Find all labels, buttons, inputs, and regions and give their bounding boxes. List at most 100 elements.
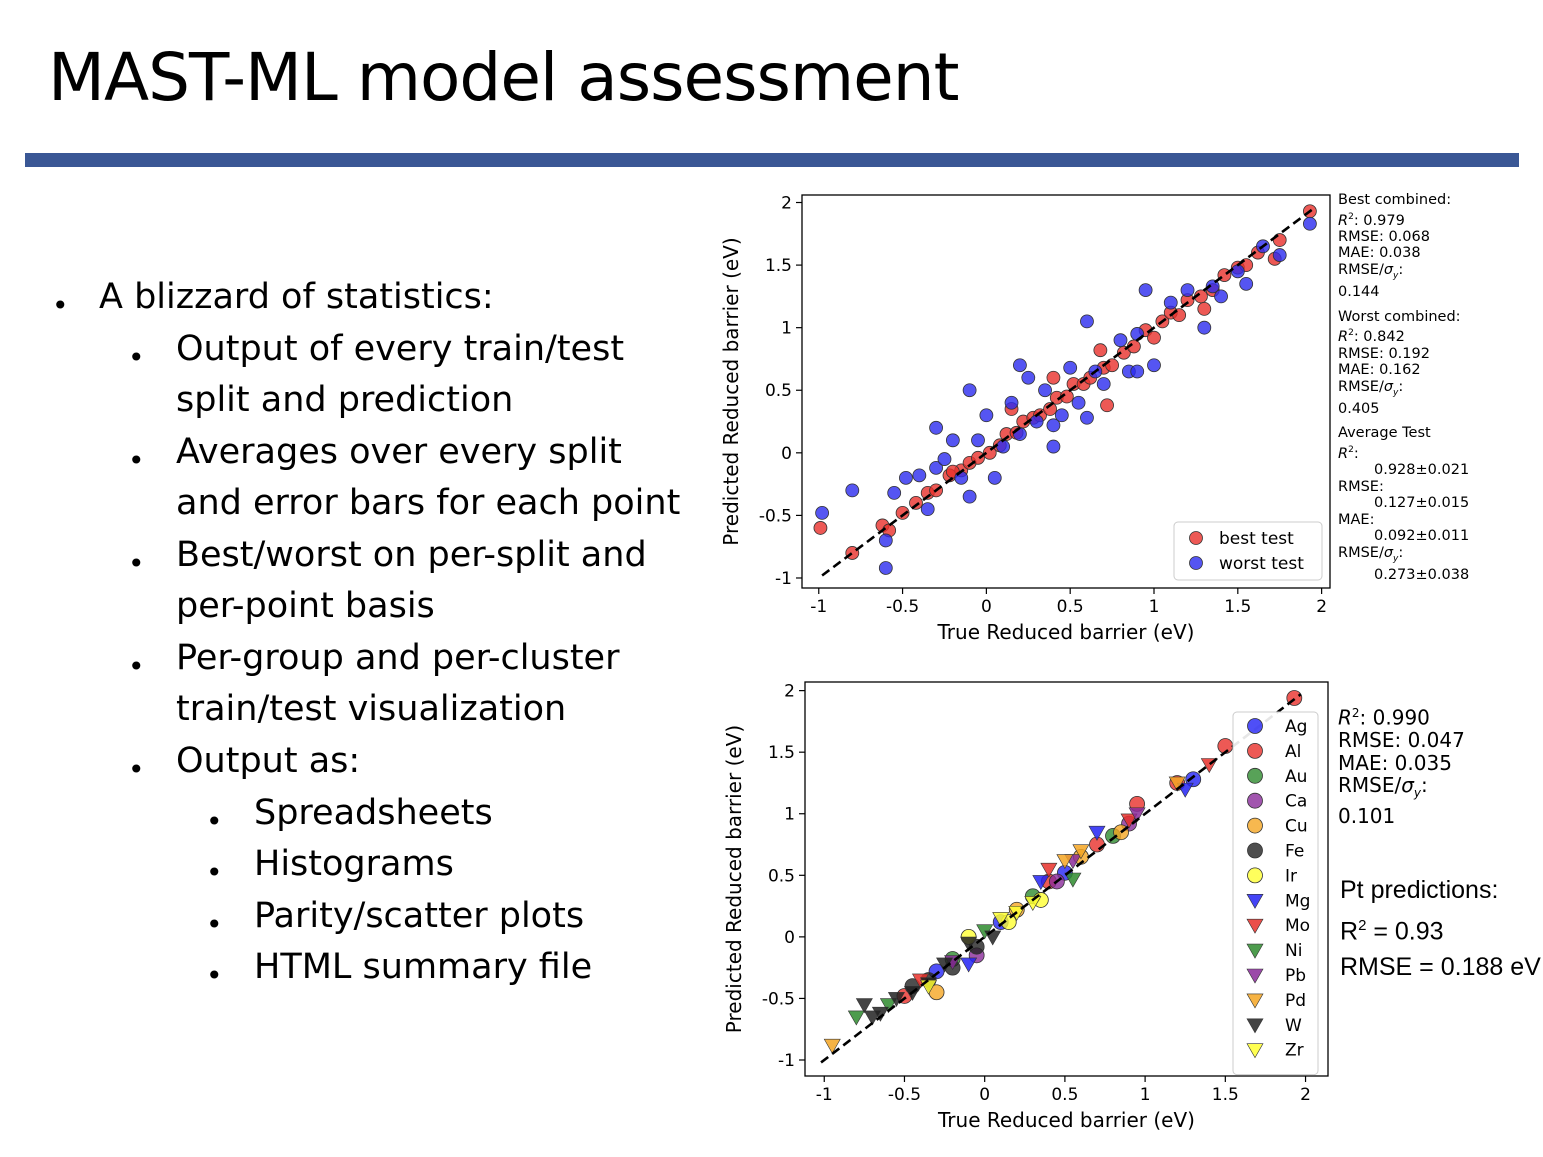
y-tick-label: -0.5 xyxy=(759,506,792,526)
data-point xyxy=(979,408,994,423)
pt-r2-label: R xyxy=(1340,917,1359,946)
data-point xyxy=(1072,844,1090,860)
data-point xyxy=(1163,295,1178,310)
data-point xyxy=(1056,864,1073,881)
parity-line xyxy=(821,207,1315,577)
data-point xyxy=(1009,425,1024,440)
data-point xyxy=(968,938,985,955)
data-point xyxy=(1138,323,1153,338)
data-point xyxy=(996,439,1011,454)
stat-avg-rmse-value: 0.127±0.015 xyxy=(1374,495,1470,512)
data-point xyxy=(1116,345,1131,360)
bullet-marker: • xyxy=(206,959,223,992)
pt-header: Pt predictions: xyxy=(1340,876,1499,904)
data-point xyxy=(1147,330,1161,345)
data-point xyxy=(1239,258,1254,272)
legend-marker xyxy=(1246,1018,1264,1034)
data-point xyxy=(878,561,893,575)
data-point xyxy=(896,988,913,1004)
bullet-marker: • xyxy=(128,650,145,683)
legend-label: Ir xyxy=(1285,866,1297,886)
x-tick-label: 1.5 xyxy=(1212,1085,1239,1105)
data-point xyxy=(1080,314,1094,329)
data-point xyxy=(863,1010,881,1026)
data-point xyxy=(944,955,962,971)
data-point xyxy=(960,928,977,945)
legend-marker xyxy=(1246,993,1264,1009)
bullet-item: and error bars for each point xyxy=(176,483,681,523)
data-point xyxy=(942,468,957,483)
data-point xyxy=(1004,402,1019,416)
legend-marker xyxy=(1189,531,1203,545)
data-point xyxy=(1230,260,1245,275)
data-point xyxy=(895,506,910,520)
x-tick-label: -0.5 xyxy=(886,597,919,617)
data-point xyxy=(920,977,938,993)
data-point xyxy=(1029,414,1044,429)
data-point xyxy=(1176,782,1194,798)
data-point xyxy=(882,523,897,538)
y-tick-label: 1.5 xyxy=(765,256,792,276)
data-point xyxy=(1076,377,1091,391)
data-point xyxy=(1100,398,1114,413)
data-point xyxy=(912,468,927,483)
data-point xyxy=(1197,320,1212,335)
x-tick-label: 0 xyxy=(979,1085,990,1105)
data-point xyxy=(928,963,945,980)
data-point xyxy=(1302,204,1317,219)
data-point xyxy=(1185,771,1202,788)
legend-marker xyxy=(1247,792,1263,809)
plot-area xyxy=(804,681,1329,1077)
x-tick-label: 2 xyxy=(1316,597,1327,617)
y-tick-label: -0.5 xyxy=(762,989,795,1009)
title-divider xyxy=(25,153,1519,167)
legend-marker xyxy=(1246,1043,1264,1059)
legend-marker xyxy=(1247,767,1263,784)
data-point xyxy=(1071,395,1086,410)
bullet-item: HTML summary file xyxy=(254,947,593,987)
stat-best-mae: MAE: 0.038 xyxy=(1338,245,1421,262)
data-point xyxy=(1040,862,1058,878)
legend-box xyxy=(1232,711,1319,1076)
data-point xyxy=(954,470,969,485)
stat-best-ratio-label: RMSE/σy: xyxy=(1338,261,1404,281)
data-point xyxy=(944,959,961,976)
x-tick-label: 1 xyxy=(1149,597,1160,617)
pt-predictions: Pt predictions: R2 = 0.93 RMSE = 0.188 e… xyxy=(1340,872,1541,985)
data-point xyxy=(944,951,961,967)
y-tick-label: -1 xyxy=(778,1051,795,1071)
legend-label: best test xyxy=(1219,529,1294,549)
x-tick-label: 0.5 xyxy=(1057,597,1084,617)
data-point xyxy=(1230,264,1245,279)
data-point xyxy=(928,984,945,1001)
stat-worst-mae: MAE: 0.162 xyxy=(1338,362,1421,379)
data-point xyxy=(1126,339,1141,354)
stat-avg-r2-value: 0.928±0.021 xyxy=(1374,462,1470,479)
data-point xyxy=(1000,914,1017,930)
data-point xyxy=(1066,377,1081,391)
data-point xyxy=(1032,892,1049,908)
data-point xyxy=(899,470,913,485)
legend-label: Al xyxy=(1285,742,1301,762)
data-point xyxy=(1024,896,1042,911)
data-point xyxy=(971,450,985,465)
data-point xyxy=(1088,364,1103,379)
bullet-marker: • xyxy=(206,908,223,941)
y-tick-label: 0.5 xyxy=(768,866,795,886)
data-point xyxy=(1073,848,1089,865)
stat-ratio-label: RMSE/σy: xyxy=(1338,773,1428,801)
bullet-item: A blizzard of statistics: xyxy=(99,277,494,317)
data-point xyxy=(1056,854,1074,870)
stat-best-r2-value: : 0.979 xyxy=(1353,212,1405,229)
stat-mae: MAE: 0.035 xyxy=(1338,750,1452,775)
data-point xyxy=(1046,439,1061,454)
data-point xyxy=(1083,370,1098,385)
legend-marker xyxy=(1247,867,1263,884)
data-point xyxy=(976,924,994,940)
legend-label: Fe xyxy=(1285,842,1304,862)
legend-label: Mg xyxy=(1285,891,1310,911)
y-tick-label: 0 xyxy=(781,444,792,464)
stat-ratio-text: RMSE/ xyxy=(1338,773,1402,798)
data-point xyxy=(1163,305,1178,320)
x-tick-label: 0 xyxy=(981,597,992,617)
